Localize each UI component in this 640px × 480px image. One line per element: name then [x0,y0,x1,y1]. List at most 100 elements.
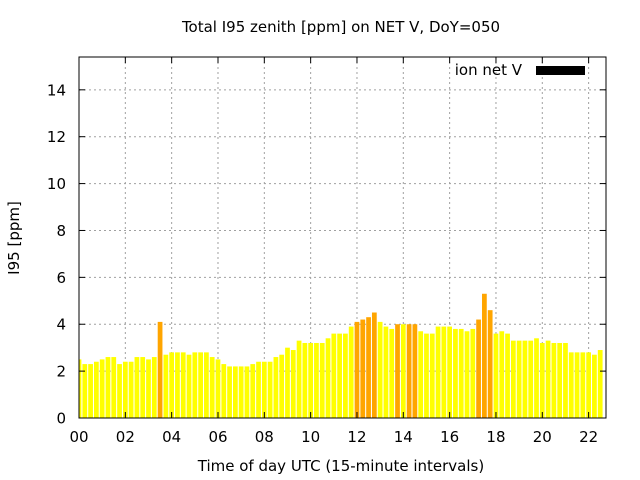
x-tick-label: 14 [394,428,413,446]
bar [111,357,117,418]
bar [157,321,163,418]
x-tick-label: 16 [440,428,459,446]
bar [128,361,134,418]
bar [499,331,505,418]
bar [522,340,528,418]
bar [343,333,348,418]
bar [400,324,406,418]
y-axis-label: I95 [ppm] [5,201,23,275]
bar [308,342,314,418]
x-tick-label: 08 [255,428,274,446]
bar [186,354,192,418]
bar [429,333,435,418]
bar [528,340,534,418]
bar [285,347,290,418]
y-tick-label: 14 [47,81,66,99]
bar [366,317,371,418]
bar [117,364,122,418]
bar [325,338,331,418]
bars [79,293,603,418]
bar [290,350,296,418]
bar [493,333,499,418]
y-tick-label: 12 [47,128,66,146]
bar [360,319,366,418]
bar [105,357,111,418]
bar [458,328,464,418]
bar [151,357,157,418]
bar [389,328,395,418]
bar [476,319,481,418]
bar [169,352,175,418]
bar [122,361,128,418]
bar [88,364,93,418]
bar [424,333,429,418]
bar [487,310,493,418]
x-tick-label: 04 [162,428,181,446]
bar [395,324,400,418]
bar [146,359,151,418]
x-tick-label: 12 [347,428,366,446]
y-tick-label: 10 [47,175,66,193]
x-tick-label: 22 [579,428,598,446]
x-tick-label: 06 [208,428,227,446]
bar [296,340,302,418]
bar [551,342,557,418]
bar [557,342,563,418]
bar [563,342,568,418]
bar [204,352,209,418]
bar [302,342,308,418]
bar [586,352,592,418]
bar [198,352,203,418]
bar [592,354,597,418]
bar [505,333,510,418]
bar [256,361,261,418]
bar [418,331,424,418]
chart-title: Total I95 zenith [ppm] on NET V, DoY=050 [181,18,500,36]
bar [227,366,232,418]
bar [192,352,198,418]
bar [337,333,342,418]
bar [447,326,453,418]
bar [545,340,551,418]
bar [163,354,169,418]
bar [238,366,244,418]
x-tick-label: 00 [69,428,88,446]
bar [383,326,389,418]
bar [140,357,146,418]
bar [534,338,539,418]
bar [244,366,250,418]
bar [464,331,470,418]
bar [221,364,227,418]
bar [539,342,545,418]
y-tick-label: 0 [56,410,66,428]
bar [134,357,140,418]
bar [354,321,360,418]
y-tick-label: 8 [56,222,66,240]
bar [319,342,325,418]
x-tick-label: 02 [116,428,135,446]
y-tick-label: 6 [56,269,66,287]
x-axis-label: Time of day UTC (15-minute intervals) [197,457,484,475]
bar [209,357,215,418]
bar [470,328,476,418]
bar [279,354,285,418]
bar [482,293,487,418]
bar [175,352,180,418]
bar [574,352,580,418]
bar [348,326,354,418]
bar [377,321,383,418]
bar [435,326,441,418]
y-tick-label: 4 [56,316,66,334]
bar [232,366,238,418]
plot-frame [78,56,607,419]
bar [79,359,82,418]
bar [261,361,267,418]
bar [516,340,522,418]
bar [180,352,186,418]
bar [331,333,337,418]
bar [568,352,574,418]
bar [412,324,418,418]
bar [453,328,458,418]
legend: ion net V [455,61,585,79]
